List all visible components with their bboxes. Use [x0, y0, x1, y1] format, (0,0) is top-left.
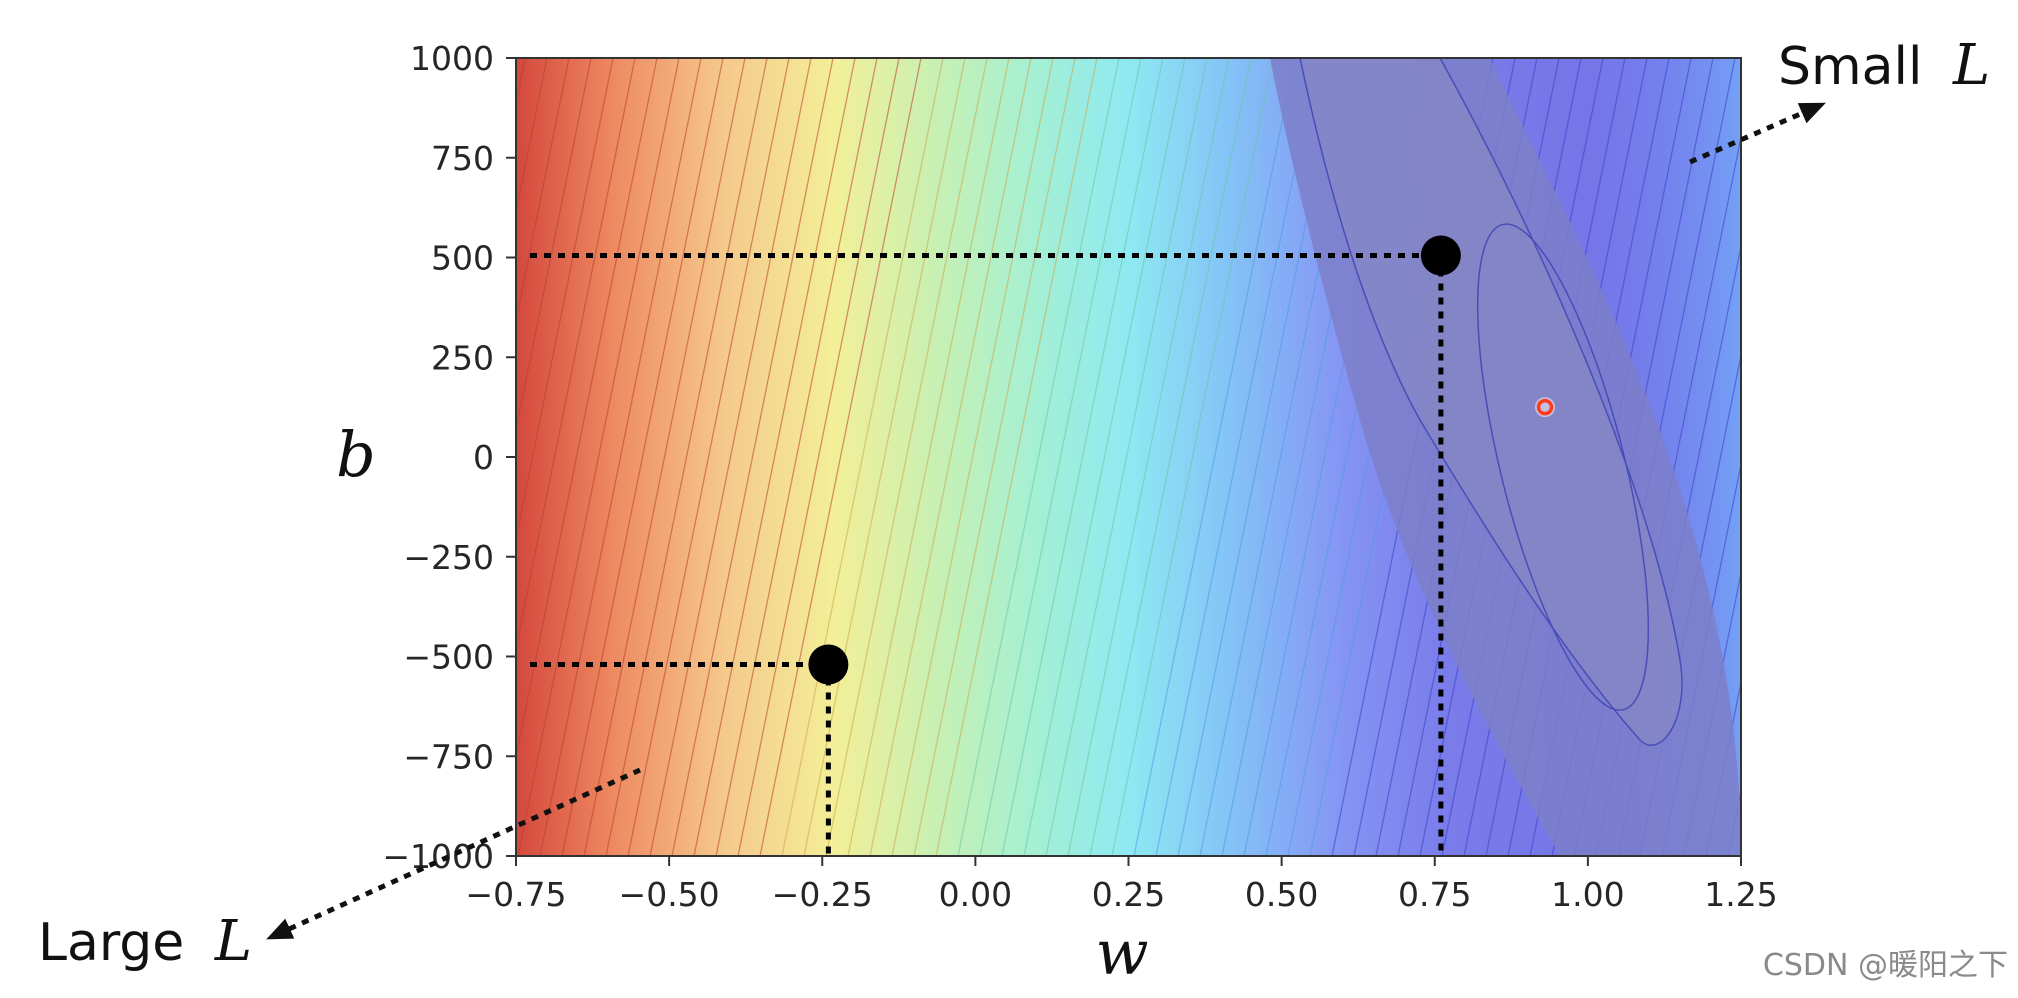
x-axis-label: w — [1095, 916, 1148, 989]
contour-line — [913, 58, 1076, 856]
contour-line — [847, 58, 1010, 856]
annotation-large-text: Large — [38, 913, 184, 973]
minimum-point — [1536, 398, 1554, 416]
contour-line — [759, 58, 922, 856]
x-tick-label: −0.25 — [772, 875, 873, 914]
contour-line — [517, 58, 680, 856]
contour-line — [1001, 58, 1164, 856]
contour-line — [1770, 48, 1935, 866]
x-tick-label: 1.25 — [1704, 875, 1777, 914]
y-tick-label: −500 — [403, 638, 494, 677]
svg-text:Large L: Large L — [38, 909, 252, 974]
contour-line — [1155, 58, 1318, 856]
contour-line — [825, 58, 988, 856]
contour-line — [737, 58, 900, 856]
data-points — [808, 235, 1461, 685]
contour-line — [516, 58, 636, 652]
y-tick-label: −250 — [403, 538, 494, 577]
y-tick-label: 1000 — [410, 39, 494, 78]
contour-line — [781, 58, 944, 856]
annotation-small-var: L — [1952, 33, 1990, 98]
contour-line — [1045, 58, 1208, 856]
y-tick-label: 250 — [431, 338, 494, 377]
data-point — [808, 644, 849, 685]
plot-area — [516, 48, 1979, 866]
annotation-large-l: Large L — [38, 767, 642, 974]
contour-line — [715, 58, 878, 856]
x-tick-label: 0.75 — [1398, 875, 1471, 914]
contour-line — [803, 58, 966, 856]
x-tick-label: 0.50 — [1245, 875, 1318, 914]
x-tick-label: 0.00 — [939, 875, 1012, 914]
annotation-small-l: Small L — [1689, 33, 1990, 165]
annotation-small-text: Small — [1778, 37, 1922, 97]
contour-line — [869, 58, 1032, 856]
contour-line — [583, 58, 746, 856]
contour-line — [1748, 48, 1913, 866]
watermark: CSDN @暖阳之下 — [1763, 948, 2008, 983]
contour-line — [1792, 48, 1957, 866]
contour-line — [605, 58, 768, 856]
data-point — [1420, 235, 1461, 276]
y-tick-label: −750 — [403, 737, 494, 776]
contour-line — [1814, 48, 1979, 866]
contour-line — [935, 58, 1098, 856]
y-axis-label: b — [336, 418, 376, 491]
contour-line — [516, 58, 570, 324]
svg-text:Small L: Small L — [1778, 33, 1990, 98]
contour-line — [957, 58, 1120, 856]
contour-line — [627, 58, 790, 856]
contour-line — [979, 58, 1142, 856]
x-tick-label: −0.50 — [619, 875, 720, 914]
contour-line — [1727, 788, 1741, 856]
contour-line — [671, 58, 834, 856]
contour-line — [539, 58, 702, 856]
x-tick-label: 0.25 — [1092, 875, 1165, 914]
contour-line — [516, 58, 658, 761]
contour-line — [1023, 58, 1186, 856]
x-tick-label: 1.00 — [1551, 875, 1624, 914]
x-axis-ticks: −0.75 −0.50 −0.25 0.00 0.25 0.50 0.75 1.00 1.25 — [465, 856, 1778, 914]
y-axis-ticks: 1000 750 500 250 0 −250 −500 −750 −1000 — [382, 39, 516, 876]
contour-line — [649, 58, 812, 856]
point-guide-lines — [530, 253, 1444, 856]
contour-line — [516, 58, 614, 543]
minimum-marker — [1535, 397, 1555, 418]
x-tick-label: −0.75 — [465, 875, 566, 914]
contour-line — [1089, 58, 1252, 856]
contour-line — [1067, 58, 1230, 856]
annotation-large-var: L — [214, 909, 252, 974]
valley-contour — [1299, 58, 1683, 746]
contour-line — [1111, 58, 1274, 856]
y-tick-label: 500 — [431, 239, 494, 278]
inner-contour — [1476, 223, 1650, 711]
contour-line — [693, 58, 856, 856]
contour-line — [1133, 58, 1296, 856]
contour-line — [516, 58, 548, 215]
contour-line — [891, 58, 1054, 856]
contour-line — [561, 58, 724, 856]
y-tick-label: −1000 — [382, 837, 494, 876]
annotation-small-arrow — [1689, 102, 1826, 165]
annotation-large-arrow — [266, 767, 642, 940]
y-tick-label: 750 — [431, 139, 494, 178]
y-tick-label: 0 — [473, 438, 494, 477]
contour-line — [516, 58, 592, 434]
